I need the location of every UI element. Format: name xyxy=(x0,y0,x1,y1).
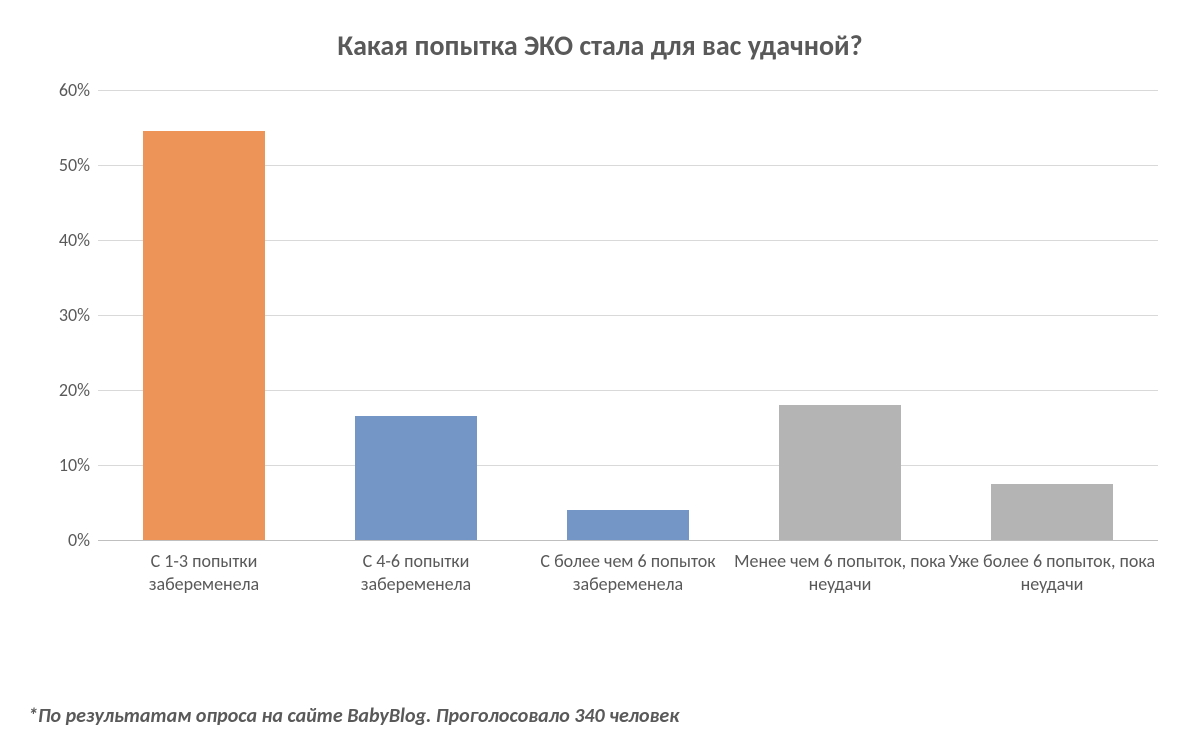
y-tick-label: 20% xyxy=(59,379,98,401)
y-tick-label: 50% xyxy=(59,154,98,176)
chart-footnote: *По результатам опроса на сайте BabyBlog… xyxy=(28,704,679,728)
bar-chart: Какая попытка ЭКО стала для вас удачной?… xyxy=(0,0,1200,750)
x-tick-label: Уже более 6 попыток, пока неудачи xyxy=(946,540,1158,595)
y-tick-label: 30% xyxy=(59,304,98,326)
bar xyxy=(991,484,1114,540)
bar xyxy=(355,416,478,540)
x-tick-label: Менее чем 6 попыток, пока неудачи xyxy=(734,540,946,595)
bar xyxy=(779,405,902,540)
plot-area: 0%10%20%30%40%50%60%С 1-3 попытки забере… xyxy=(98,90,1158,540)
y-tick-label: 60% xyxy=(59,79,98,101)
chart-title: Какая попытка ЭКО стала для вас удачной? xyxy=(0,0,1200,63)
grid-line xyxy=(98,90,1158,91)
x-tick-label: С 4-6 попытки забеременела xyxy=(310,540,522,595)
y-tick-label: 0% xyxy=(68,529,98,551)
y-tick-label: 40% xyxy=(59,229,98,251)
x-tick-label: С 1-3 попытки забеременела xyxy=(98,540,310,595)
x-tick-label: С более чем 6 попыток забеременела xyxy=(522,540,734,595)
bar xyxy=(143,131,266,540)
bar xyxy=(567,510,690,540)
y-tick-label: 10% xyxy=(59,454,98,476)
